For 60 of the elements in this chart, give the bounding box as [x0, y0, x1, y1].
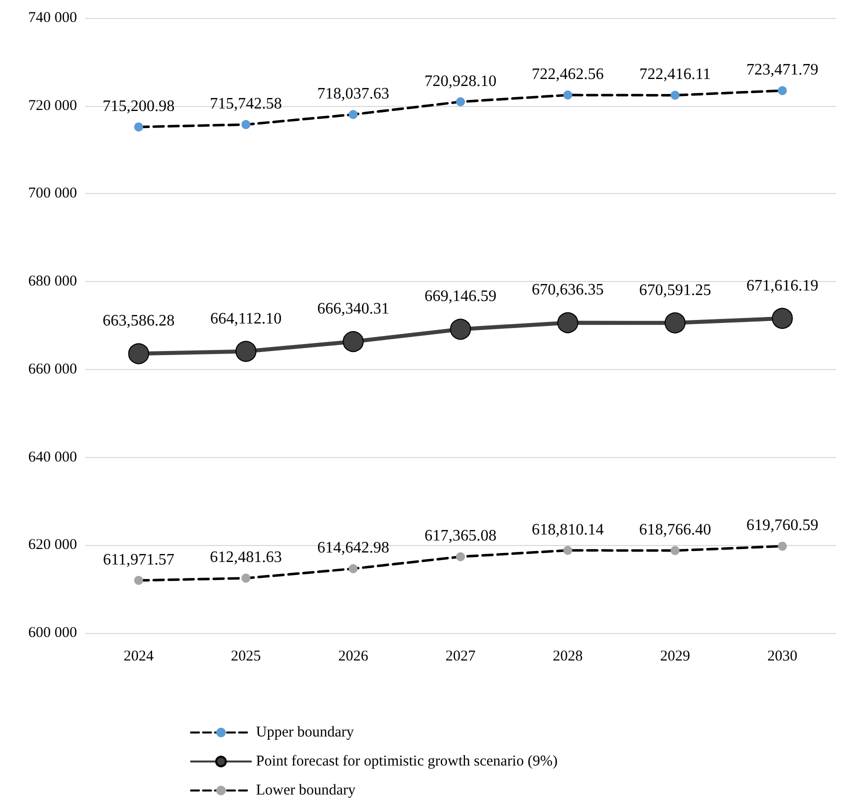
point	[241, 120, 250, 130]
data-label: 618,810.14	[532, 521, 604, 538]
point	[128, 343, 150, 364]
legend-label: Upper boundary	[256, 724, 354, 740]
data-label: 669,146.59	[424, 288, 496, 306]
data-label: 720,928.10	[424, 72, 496, 90]
data-label: 617,365.08	[424, 528, 496, 545]
data-label: 611,971.57	[102, 551, 174, 568]
point	[456, 97, 465, 106]
point	[664, 312, 686, 334]
x-tick-label: 2029	[660, 648, 690, 664]
y-tick-label: 600 000	[28, 625, 77, 641]
y-tick-label: 620 000	[28, 537, 77, 554]
data-label: 614,642.98	[317, 540, 390, 557]
point	[557, 312, 578, 334]
y-tick-label: 660 000	[28, 361, 77, 378]
x-tick-label: 2026	[338, 648, 369, 664]
data-label: 671,616.19	[746, 277, 818, 294]
point	[241, 574, 250, 583]
y-tick-label: 640 000	[28, 449, 77, 466]
data-label: 612,481.63	[210, 549, 282, 566]
legend-label: Point forecast for optimistic growth scenario (9%)	[256, 754, 558, 770]
point	[348, 110, 358, 119]
point	[235, 340, 256, 362]
data-label: 715,200.98	[102, 98, 175, 115]
data-label: 666,340.31	[317, 300, 390, 318]
point	[778, 542, 787, 551]
data-label: 722,416.11	[639, 66, 711, 84]
y-tick-label: 740 000	[28, 10, 77, 26]
data-label: 718,037.63	[317, 85, 390, 102]
x-tick-label: 2025	[230, 648, 261, 664]
point	[670, 546, 680, 556]
point	[348, 564, 358, 574]
data-label: 723,471.79	[746, 62, 818, 79]
legend-label: Lower boundary	[256, 782, 356, 798]
point	[772, 308, 793, 329]
data-label: 619,760.59	[746, 517, 818, 534]
data-label: 670,636.35	[532, 282, 604, 299]
data-label: 722,462.56	[532, 66, 604, 84]
data-label: 618,766.40	[639, 522, 712, 539]
point	[134, 122, 144, 132]
data-label: 663,586.28	[102, 312, 175, 330]
y-tick-label: 700 000	[28, 186, 77, 202]
y-tick-label: 680 000	[28, 274, 77, 290]
point	[563, 90, 572, 100]
point	[670, 90, 680, 100]
x-tick-label: 2027	[446, 648, 476, 664]
x-tick-label: 2024	[124, 648, 154, 664]
point	[778, 86, 787, 96]
point	[456, 552, 465, 562]
point	[450, 318, 471, 340]
data-label: 664,112.10	[210, 310, 282, 328]
x-tick-label: 2030	[767, 648, 798, 664]
y-tick-label: 720 000	[28, 98, 77, 114]
point	[563, 546, 572, 555]
point	[342, 331, 364, 352]
data-label: 670,591.25	[639, 282, 712, 299]
x-tick-label: 2028	[552, 648, 583, 664]
point	[134, 576, 144, 585]
data-label: 715,742.58	[210, 96, 282, 113]
